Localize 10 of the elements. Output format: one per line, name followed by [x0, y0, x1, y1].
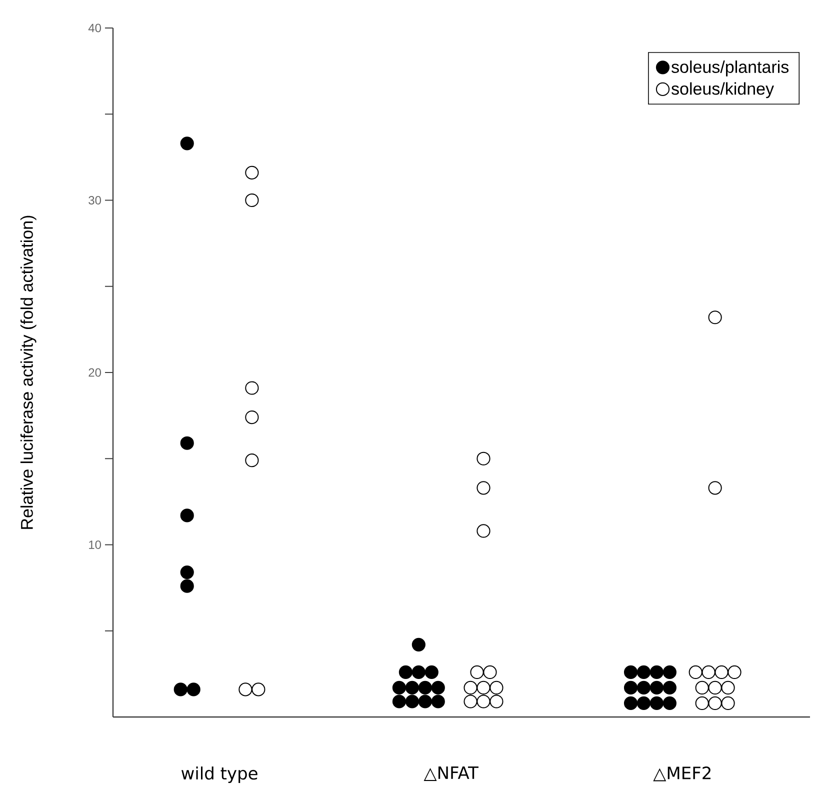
x-tick-label: △NFAT: [424, 766, 478, 782]
x-tick-label: △MEF2: [653, 766, 710, 782]
legend-label: soleus/kidney: [672, 82, 774, 98]
y-tick-label: 40: [88, 24, 102, 32]
y-tick-label: 30: [88, 196, 102, 204]
legend-label: soleus/plantaris: [672, 60, 789, 76]
y-tick-label: 10: [89, 540, 102, 550]
y-axis-title: Relative luciferase activity (fold activation): [20, 216, 36, 529]
y-tick-label: 20: [88, 368, 102, 377]
x-tick-label: wild type: [181, 766, 258, 783]
